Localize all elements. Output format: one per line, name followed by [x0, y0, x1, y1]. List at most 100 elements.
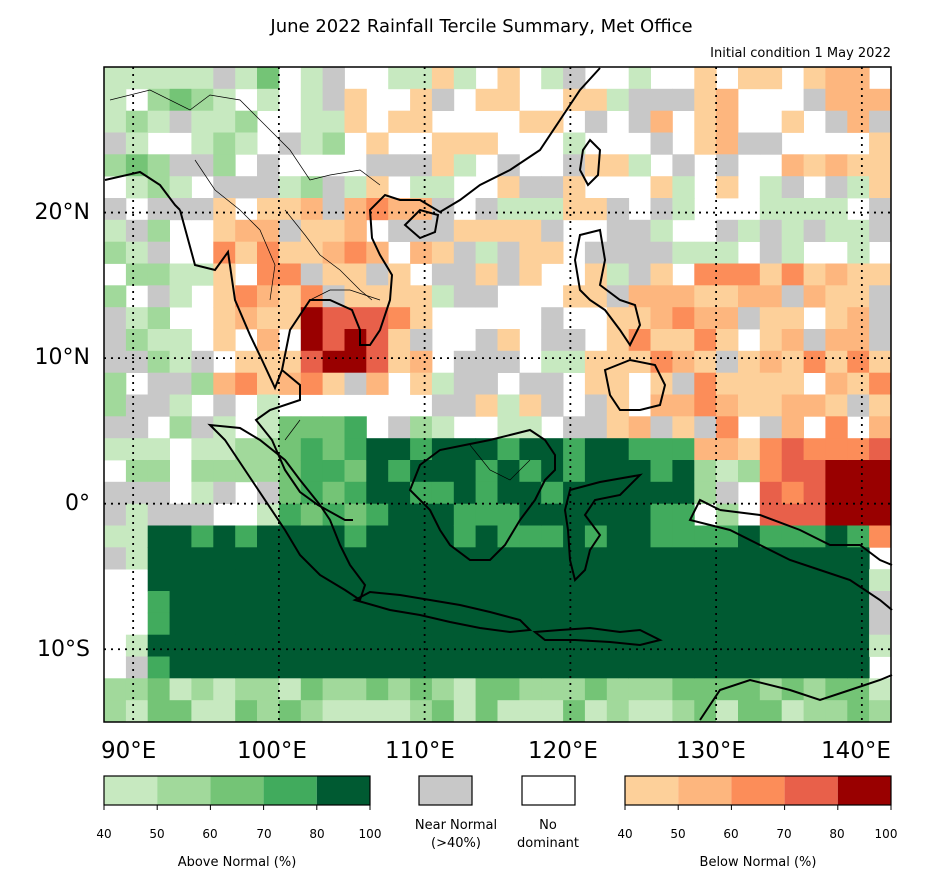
- map-cell: [519, 656, 542, 679]
- map-cell: [519, 372, 542, 395]
- map-cell: [475, 656, 498, 679]
- map-cell: [519, 634, 542, 657]
- map-cell: [869, 219, 892, 242]
- map-cell: [191, 350, 214, 373]
- map-cell: [759, 438, 783, 461]
- map-cell: [147, 219, 170, 242]
- map-cell: [694, 307, 717, 330]
- map-cell: [650, 307, 673, 330]
- map-cell: [322, 329, 345, 352]
- map-cell: [344, 88, 367, 111]
- map-cell: [104, 132, 127, 155]
- map-cell: [825, 416, 848, 439]
- map-cell: [650, 438, 673, 461]
- map-cell: [781, 329, 804, 352]
- map-cell: [825, 350, 848, 373]
- map-cell: [759, 460, 783, 483]
- map-cell: [257, 372, 280, 395]
- map-cell: [759, 634, 783, 657]
- map-cell: [563, 329, 586, 352]
- map-cell: [541, 591, 564, 614]
- map-cell: [104, 241, 127, 264]
- map-cell: [847, 612, 870, 635]
- map-cell: [541, 67, 564, 90]
- map-cell: [300, 241, 324, 264]
- map-cell: [410, 503, 433, 526]
- near-normal-swatch: [418, 775, 473, 806]
- map-cell: [431, 88, 455, 111]
- map-cell: [716, 307, 739, 330]
- map-cell: [759, 612, 783, 635]
- map-cell: [388, 198, 411, 221]
- map-cell: [781, 285, 804, 308]
- map-cell: [584, 591, 608, 614]
- map-cell: [453, 481, 477, 504]
- coastline-sumatra: [207, 423, 367, 602]
- map-cell: [235, 176, 258, 199]
- below-tick: 60: [723, 827, 739, 841]
- map-cell: [169, 656, 192, 679]
- map-cell: [213, 438, 236, 461]
- map-cell: [825, 176, 848, 199]
- map-cell: [781, 591, 804, 614]
- map-cell: [213, 307, 236, 330]
- map-cell: [278, 678, 302, 701]
- map-cell: [213, 219, 236, 242]
- map-cell: [453, 700, 477, 723]
- map-cell: [716, 372, 739, 395]
- map-cell: [672, 285, 695, 308]
- map-cell: [847, 329, 870, 352]
- map-cell: [410, 88, 433, 111]
- map-cell: [803, 460, 826, 483]
- map-cell: [366, 634, 389, 657]
- map-cell: [628, 88, 651, 111]
- map-cell: [781, 438, 804, 461]
- map-cell: [650, 372, 673, 395]
- map-cell: [847, 700, 870, 723]
- map-cell: [497, 525, 520, 548]
- map-cell: [606, 634, 630, 657]
- map-cell: [606, 678, 630, 701]
- map-cell: [388, 110, 411, 133]
- map-cell: [147, 110, 170, 133]
- map-cell: [519, 503, 542, 526]
- map-cell: [650, 329, 673, 352]
- map-cell: [344, 634, 367, 657]
- map-cell: [825, 438, 848, 461]
- map-cell: [497, 176, 520, 199]
- map-cell: [322, 547, 345, 570]
- map-cell: [606, 569, 630, 592]
- map-cell: [541, 569, 564, 592]
- map-cell: [694, 481, 717, 504]
- map-cell: [366, 132, 389, 155]
- map-cell: [628, 612, 651, 635]
- map-cell: [563, 132, 586, 155]
- map-cell: [606, 285, 630, 308]
- map-cell: [759, 132, 783, 155]
- map-cell: [563, 700, 586, 723]
- map-cell: [869, 198, 892, 221]
- map-cell: [738, 591, 761, 614]
- map-cell: [716, 110, 739, 133]
- map-cell: [191, 154, 214, 177]
- map-cell: [300, 285, 324, 308]
- map-cell: [694, 241, 717, 264]
- map-cell: [628, 569, 651, 592]
- map-cell: [716, 176, 739, 199]
- map-cell: [453, 678, 477, 701]
- map-cell: [300, 132, 324, 155]
- map-cell: [300, 372, 324, 395]
- map-cell: [497, 700, 520, 723]
- map-cell: [278, 503, 302, 526]
- map-cell: [628, 656, 651, 679]
- map-cell: [410, 67, 433, 90]
- map-cell: [125, 656, 149, 679]
- map-cell: [606, 307, 630, 330]
- map-cell: [584, 372, 608, 395]
- map-cell: [278, 241, 302, 264]
- map-cell: [257, 307, 280, 330]
- map-cell: [650, 416, 673, 439]
- below-tick: 100: [874, 827, 898, 841]
- map-cell: [738, 285, 761, 308]
- map-cell: [716, 612, 739, 635]
